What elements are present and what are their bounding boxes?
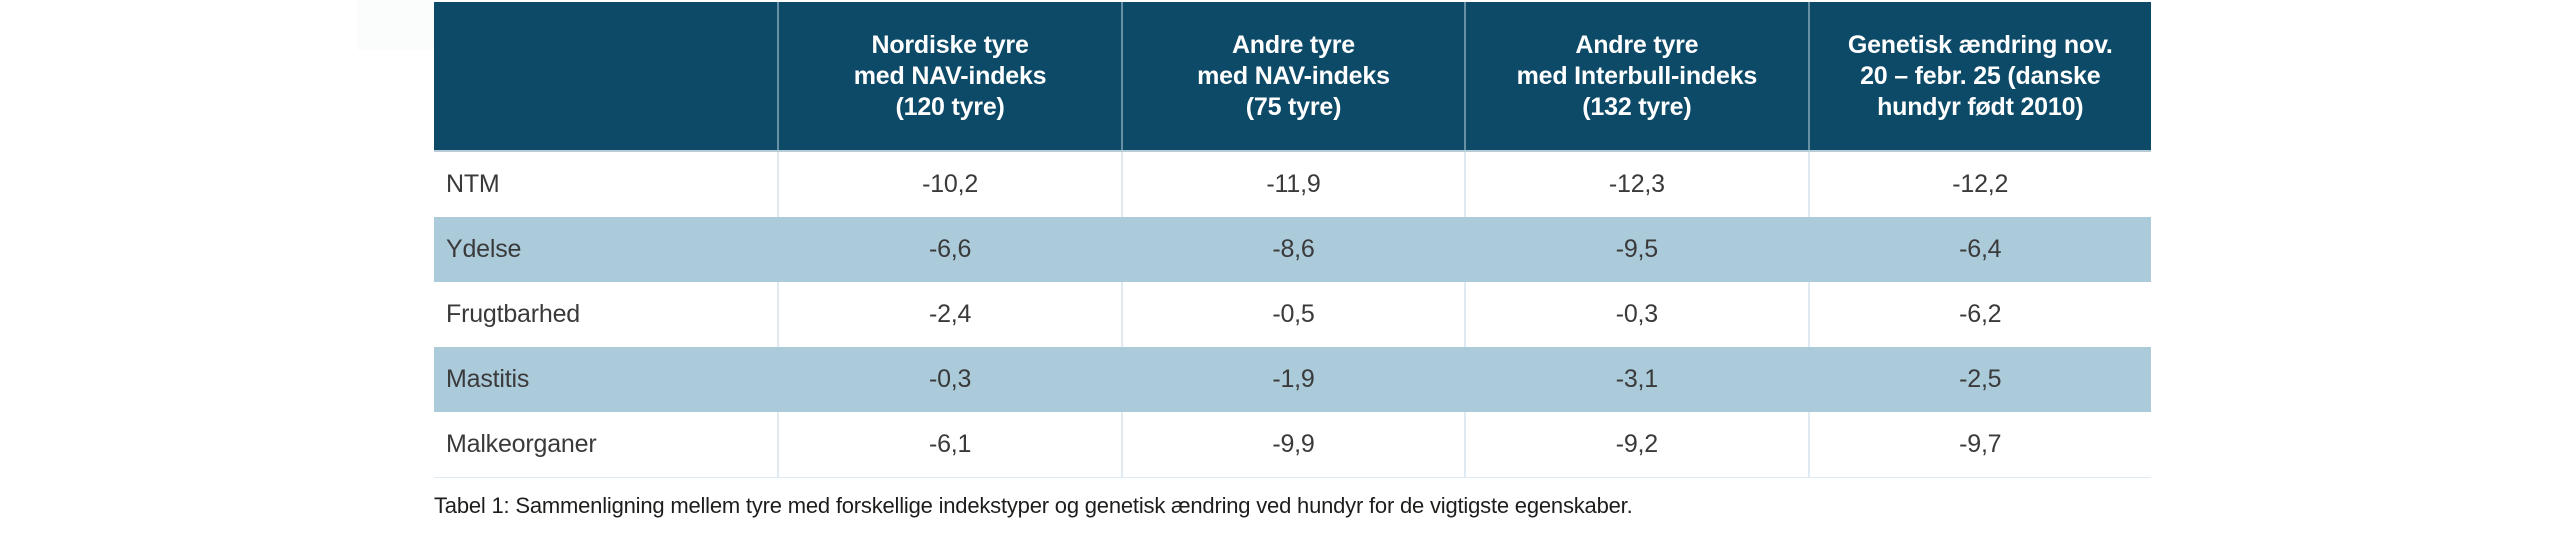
table-cell: -12,2: [1807, 152, 2151, 217]
column-header-andre-interbull: Andre tyre med Interbull-indeks (132 tyr…: [1464, 2, 1807, 150]
table-cell: -6,4: [1807, 217, 2151, 282]
column-header-nordiske-nav: Nordiske tyre med NAV-indeks (120 tyre): [777, 2, 1120, 150]
table-cell: -0,3: [1464, 282, 1807, 347]
comparison-table: Nordiske tyre med NAV-indeks (120 tyre) …: [434, 2, 2151, 478]
table-row-mastitis: Mastitis -0,3 -1,9 -3,1 -2,5: [434, 347, 2151, 412]
table-cell: -3,1: [1464, 347, 1807, 412]
table-cell: -11,9: [1120, 152, 1464, 217]
table-row-frugtbarhed: Frugtbarhed -2,4 -0,5 -0,3 -6,2: [434, 282, 2151, 347]
table-cell: -6,2: [1807, 282, 2151, 347]
table-cell: -2,4: [777, 282, 1120, 347]
column-header-andre-nav: Andre tyre med NAV-indeks (75 tyre): [1120, 2, 1464, 150]
table-cell: -12,3: [1464, 152, 1807, 217]
row-label: Frugtbarhed: [446, 300, 580, 328]
table-caption: Tabel 1: Sammenligning mellem tyre med f…: [434, 493, 1633, 518]
row-label: Mastitis: [446, 365, 530, 393]
table-row-ntm: NTM -10,2 -11,9 -12,3 -12,2: [434, 152, 2151, 217]
table-row-malkeorganer: Malkeorganer -6,1 -9,9 -9,2 -9,7: [434, 412, 2151, 477]
table-cell: -6,1: [777, 412, 1120, 477]
table-cell: -9,7: [1807, 412, 2151, 477]
column-header-genetisk-aendring: Genetisk ændring nov. 20 – febr. 25 (dan…: [1807, 2, 2151, 150]
table-cell: -9,5: [1464, 217, 1807, 282]
table-cell: -10,2: [777, 152, 1120, 217]
table-cell: -9,2: [1464, 412, 1807, 477]
table-row-ydelse: Ydelse -6,6 -8,6 -9,5 -6,4: [434, 217, 2151, 282]
table-cell: -0,3: [777, 347, 1120, 412]
table-cell: -1,9: [1120, 347, 1464, 412]
column-header-rowlabels: [434, 2, 777, 150]
page-background-artifact: [357, 0, 434, 50]
table-cell: -8,6: [1120, 217, 1464, 282]
table-cell: -6,6: [777, 217, 1120, 282]
table-cell: -0,5: [1120, 282, 1464, 347]
table-header-row: Nordiske tyre med NAV-indeks (120 tyre) …: [434, 2, 2151, 152]
table-cell: -2,5: [1807, 347, 2151, 412]
row-label: Malkeorganer: [446, 430, 597, 458]
row-label: Ydelse: [446, 235, 522, 263]
table-cell: -9,9: [1120, 412, 1464, 477]
row-label: NTM: [446, 170, 500, 198]
table-body: NTM -10,2 -11,9 -12,3 -12,2 Ydelse -6,6 …: [434, 152, 2151, 478]
